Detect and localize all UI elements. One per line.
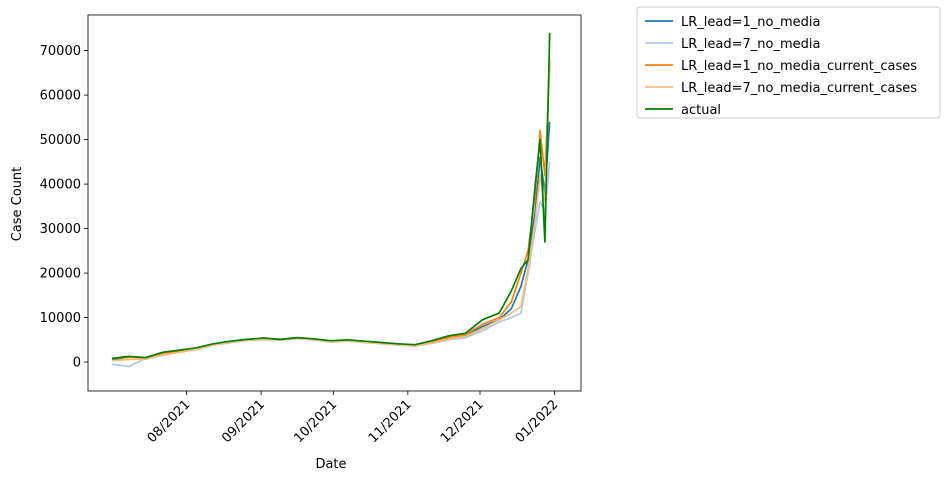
y-axis: 0 10000 20000 30000 40000 50000 60000 70000 xyxy=(40,44,88,371)
x-axis: 08/2021 09/2021 10/2021 11/2021 12/2021 01/20… xyxy=(145,391,562,446)
series-line-3 xyxy=(111,59,551,362)
x-tick-label: 09/2021 xyxy=(219,397,268,446)
x-tick-label: 08/2021 xyxy=(145,397,194,446)
x-tick-label: 12/2021 xyxy=(438,397,487,446)
plot-frame xyxy=(87,14,582,392)
legend-label: LR_lead=7_no_media_current_cases xyxy=(681,81,917,96)
y-tick-label: 40000 xyxy=(40,178,81,193)
plot-area xyxy=(87,14,582,392)
x-tick-label: 01/2022 xyxy=(513,397,562,446)
y-tick-label: 50000 xyxy=(40,133,81,148)
y-tick-label: 20000 xyxy=(40,267,81,282)
y-tick-label: 10000 xyxy=(40,311,81,326)
x-tick-label: 10/2021 xyxy=(291,397,340,446)
y-tick-label: 70000 xyxy=(40,44,81,59)
y-tick-label: 0 xyxy=(73,356,81,371)
series-lines xyxy=(111,32,551,368)
legend-label: LR_lead=7_no_media xyxy=(681,37,820,52)
legend-label: LR_lead=1_no_media xyxy=(681,15,820,30)
series-line-4 xyxy=(111,32,551,360)
y-axis-label: Case Count xyxy=(10,167,25,242)
legend-frame xyxy=(636,6,941,119)
series-line-2 xyxy=(111,63,551,360)
y-tick-label: 30000 xyxy=(40,222,81,237)
x-axis-label: Date xyxy=(315,457,346,472)
series-line-1 xyxy=(111,161,551,368)
legend: LR_lead=1_no_media LR_lead=7_no_media LR_l… xyxy=(636,6,941,119)
x-tick-label: 11/2021 xyxy=(366,397,415,446)
y-tick-label: 60000 xyxy=(40,89,81,104)
legend-label: actual xyxy=(681,103,721,118)
legend-label: LR_lead=1_no_media_current_cases xyxy=(681,59,917,74)
